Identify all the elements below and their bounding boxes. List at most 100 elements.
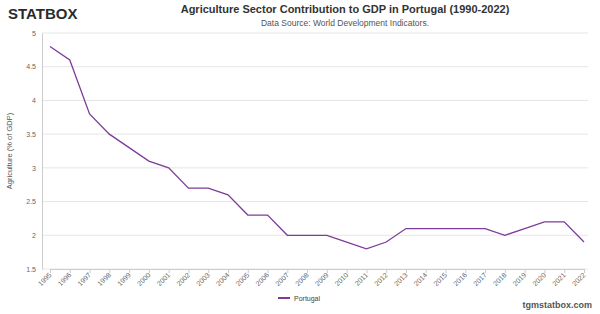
x-tick-mark bbox=[287, 269, 288, 273]
x-tick-label: 2001 bbox=[155, 271, 171, 287]
x-tick-label: 2013 bbox=[393, 271, 409, 287]
x-tick-mark bbox=[584, 269, 585, 273]
x-tick-mark bbox=[188, 269, 189, 273]
x-tick-mark bbox=[485, 269, 486, 273]
y-tick: 2 bbox=[32, 232, 42, 239]
x-tick-mark bbox=[426, 269, 427, 273]
x-tick-label: 2012 bbox=[373, 271, 389, 287]
x-tick-mark bbox=[446, 269, 447, 273]
y-tick-label: 1.5 bbox=[26, 266, 36, 273]
x-tick: 1998 bbox=[96, 269, 112, 287]
x-tick-label: 2017 bbox=[472, 271, 488, 287]
x-tick: 2021 bbox=[551, 269, 567, 287]
x-tick-label: 2011 bbox=[354, 271, 370, 287]
x-tick: 2001 bbox=[155, 269, 171, 287]
watermark: tgmstatbox.com bbox=[522, 300, 592, 310]
x-tick-mark bbox=[208, 269, 209, 273]
legend-swatch bbox=[278, 297, 290, 299]
x-tick-label: 2010 bbox=[333, 271, 349, 287]
x-tick: 2022 bbox=[571, 269, 587, 287]
grid-line bbox=[42, 33, 588, 34]
grid-line bbox=[42, 134, 588, 135]
y-tick: 4 bbox=[32, 97, 42, 104]
x-tick-label: 2022 bbox=[571, 271, 587, 287]
grid bbox=[42, 33, 588, 269]
grid-line bbox=[42, 100, 588, 101]
grid-line bbox=[42, 66, 588, 67]
x-tick-mark bbox=[109, 269, 110, 273]
y-axis-line bbox=[42, 34, 43, 270]
x-tick-mark bbox=[386, 269, 387, 273]
x-tick: 2020 bbox=[531, 269, 547, 287]
x-tick-label: 2007 bbox=[274, 271, 290, 287]
grid-line bbox=[42, 201, 588, 202]
data-line bbox=[50, 46, 584, 248]
y-tick: 1.5 bbox=[26, 266, 42, 273]
x-tick-mark bbox=[564, 269, 565, 273]
x-tick-label: 1996 bbox=[57, 271, 73, 287]
x-tick-mark bbox=[50, 269, 51, 273]
x-tick-mark bbox=[505, 269, 506, 273]
plot-area bbox=[50, 46, 584, 248]
y-tick: 3 bbox=[32, 165, 42, 172]
x-tick-label: 2015 bbox=[432, 271, 448, 287]
x-tick: 2000 bbox=[136, 269, 152, 287]
x-tick-mark bbox=[525, 269, 526, 273]
x-tick: 2009 bbox=[314, 269, 330, 287]
logo: STATBOX bbox=[8, 5, 77, 22]
x-tick: 2006 bbox=[254, 269, 270, 287]
x-tick-label: 2020 bbox=[531, 271, 547, 287]
x-tick-mark bbox=[90, 269, 91, 273]
x-tick: 2008 bbox=[294, 269, 310, 287]
x-tick-mark bbox=[248, 269, 249, 273]
x-tick: 2005 bbox=[235, 269, 251, 287]
x-tick-label: 2018 bbox=[492, 271, 508, 287]
x-tick: 2002 bbox=[175, 269, 191, 287]
x-tick: 2018 bbox=[492, 269, 508, 287]
x-tick: 2007 bbox=[274, 269, 290, 287]
y-tick-label: 3.5 bbox=[26, 131, 36, 138]
x-tick: 2012 bbox=[373, 269, 389, 287]
title: Agriculture Sector Contribution to GDP i… bbox=[181, 3, 510, 15]
x-tick-label: 2021 bbox=[551, 271, 567, 287]
x-tick-mark bbox=[406, 269, 407, 273]
x-tick-label: 2006 bbox=[254, 271, 270, 287]
x-tick-label: 2003 bbox=[195, 271, 211, 287]
y-tick: 5 bbox=[32, 30, 42, 37]
x-tick: 1997 bbox=[76, 269, 92, 287]
x-tick-label: 2004 bbox=[215, 271, 231, 287]
legend: Portugal bbox=[278, 295, 321, 303]
x-tick-label: 1997 bbox=[76, 271, 92, 287]
x-tick-mark bbox=[129, 269, 130, 273]
y-tick-label: 3 bbox=[32, 165, 36, 172]
y-tick-label: 5 bbox=[32, 30, 36, 37]
subtitle: Data Source: World Development Indicator… bbox=[261, 18, 429, 28]
grid-line bbox=[42, 167, 588, 168]
x-tick-label: 1995 bbox=[37, 271, 53, 287]
y-tick: 2.5 bbox=[26, 198, 42, 205]
x-tick: 2015 bbox=[432, 269, 448, 287]
x-tick-mark bbox=[228, 269, 229, 273]
x-tick-mark bbox=[366, 269, 367, 273]
y-tick-label: 4 bbox=[32, 97, 36, 104]
x-tick-mark bbox=[544, 269, 545, 273]
x-tick-mark bbox=[465, 269, 466, 273]
x-tick-mark bbox=[307, 269, 308, 273]
x-tick-label: 2014 bbox=[413, 271, 429, 287]
chart: STATBOX Agriculture Sector Contribution t… bbox=[0, 0, 600, 314]
x-tick-label: 2016 bbox=[452, 271, 468, 287]
x-tick-label: 2000 bbox=[136, 271, 152, 287]
x-tick: 2004 bbox=[215, 269, 231, 287]
x-tick-label: 2002 bbox=[175, 271, 191, 287]
x-tick-label: 1998 bbox=[96, 271, 112, 287]
x-tick: 1996 bbox=[57, 269, 73, 287]
y-axis-title: Agriculture (% of GDP) bbox=[5, 112, 14, 189]
x-tick-mark bbox=[347, 269, 348, 273]
y-axis: 1.5 2 2.5 3 3.5 4 4.5 5 bbox=[26, 30, 42, 273]
y-tick-label: 2 bbox=[32, 232, 36, 239]
x-tick: 2014 bbox=[413, 269, 429, 287]
x-tick-label: 2009 bbox=[314, 271, 330, 287]
x-tick: 2010 bbox=[333, 269, 349, 287]
x-tick-mark bbox=[149, 269, 150, 273]
y-tick: 4.5 bbox=[26, 63, 42, 70]
